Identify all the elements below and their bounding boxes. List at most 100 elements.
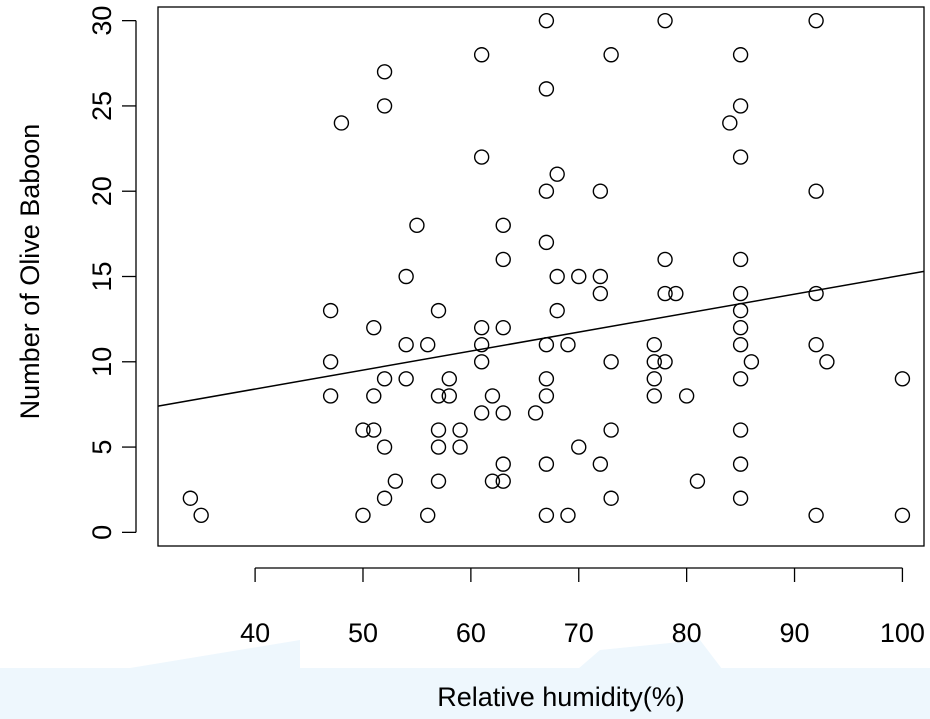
data-point <box>355 507 371 523</box>
x-axis-title: Relative humidity(%) <box>437 682 685 712</box>
data-point <box>722 115 738 131</box>
data-point <box>430 473 447 489</box>
data-point <box>732 371 749 387</box>
data-point <box>603 490 619 506</box>
data-point <box>473 337 490 353</box>
data-point <box>430 439 447 455</box>
data-point <box>473 47 490 63</box>
data-point <box>495 456 511 472</box>
data-point <box>376 64 393 80</box>
data-point <box>430 422 447 438</box>
regression-line <box>157 270 925 407</box>
data-point <box>387 473 404 489</box>
data-point <box>592 456 609 472</box>
data-point <box>495 319 511 336</box>
x-tick-label: 70 <box>564 618 594 648</box>
x-axis: 40 50 60 70 80 90 100 <box>240 567 925 648</box>
data-point <box>376 371 393 387</box>
y-axis-title: Number of Olive Baboon <box>15 124 45 420</box>
data-point <box>333 115 350 131</box>
data-point <box>430 302 447 319</box>
plot-frame <box>157 6 925 547</box>
x-tick-label: 100 <box>880 618 925 648</box>
data-point <box>366 422 382 438</box>
data-point <box>732 302 749 319</box>
data-point <box>646 371 662 387</box>
data-point <box>646 388 662 404</box>
y-tick-label: 15 <box>87 261 117 291</box>
data-point <box>819 354 835 370</box>
data-point <box>409 217 425 234</box>
data-point <box>182 490 199 506</box>
data-point <box>894 371 911 387</box>
data-point <box>603 47 619 63</box>
y-tick-label: 0 <box>87 525 117 540</box>
data-point <box>592 183 609 199</box>
background-watermark <box>0 640 930 719</box>
x-tick-label: 40 <box>240 618 270 648</box>
data-point <box>495 251 511 268</box>
data-point <box>441 388 457 404</box>
data-point <box>355 422 371 438</box>
y-axis: 0 5 10 15 20 25 30 <box>87 6 137 540</box>
data-point <box>732 490 749 506</box>
data-point <box>527 405 544 421</box>
data-point <box>538 456 555 472</box>
data-point <box>894 507 911 523</box>
data-point <box>657 251 673 268</box>
data-point <box>420 507 436 523</box>
data-point <box>322 354 339 370</box>
data-point <box>484 473 501 489</box>
data-point <box>808 337 824 353</box>
x-tick-label: 80 <box>672 618 702 648</box>
y-tick-label: 10 <box>87 347 117 377</box>
data-point <box>430 388 447 404</box>
data-point <box>538 81 555 97</box>
data-point <box>732 47 749 63</box>
data-point <box>538 371 555 387</box>
data-point <box>808 183 824 199</box>
data-point <box>473 319 490 336</box>
data-point <box>366 388 382 404</box>
data-point <box>732 337 749 353</box>
data-point <box>560 507 576 523</box>
data-point <box>484 388 501 404</box>
data-point <box>473 149 490 165</box>
data-point <box>646 354 662 370</box>
data-point <box>538 234 555 251</box>
data-points <box>182 12 911 523</box>
data-point <box>398 371 414 387</box>
data-point <box>322 388 339 404</box>
data-point <box>549 302 565 319</box>
y-tick-label: 20 <box>87 176 117 206</box>
data-point <box>592 285 609 302</box>
data-point <box>732 251 749 268</box>
data-point <box>398 268 414 285</box>
data-point <box>538 388 555 404</box>
data-point <box>668 285 684 302</box>
data-point <box>376 490 393 506</box>
data-point <box>603 354 619 370</box>
data-point <box>571 268 587 285</box>
data-point <box>808 285 824 302</box>
data-point <box>495 217 511 234</box>
data-point <box>495 405 511 421</box>
y-tick-label: 30 <box>87 6 117 36</box>
y-tick-label: 5 <box>87 440 117 455</box>
data-point <box>376 98 393 114</box>
data-point <box>538 12 555 29</box>
data-point <box>452 439 468 455</box>
y-tick-label: 25 <box>87 91 117 121</box>
data-point <box>592 268 609 285</box>
data-point <box>808 12 824 29</box>
data-point <box>732 422 749 438</box>
data-point <box>193 507 209 523</box>
x-tick-label: 60 <box>456 618 486 648</box>
x-tick-label: 50 <box>348 618 378 648</box>
data-point <box>549 268 565 285</box>
data-point <box>376 439 393 455</box>
data-point <box>732 456 749 472</box>
data-point <box>732 285 749 302</box>
data-point <box>732 98 749 114</box>
